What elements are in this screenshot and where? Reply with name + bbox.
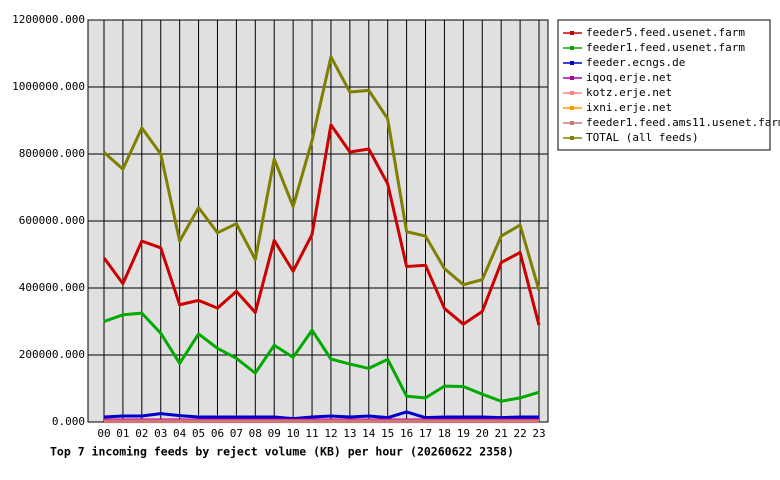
series-line — [103, 55, 541, 291]
legend-box — [557, 19, 771, 151]
legend-dot — [570, 46, 574, 50]
x-tick-label: 13 — [343, 427, 356, 440]
x-tick-label: 14 — [362, 427, 376, 440]
legend-dot — [570, 106, 574, 110]
legend-dot — [570, 31, 574, 35]
x-tick-label: 06 — [211, 427, 224, 440]
legend-label: feeder1.feed.usenet.farm — [586, 41, 745, 54]
x-tick-label: 12 — [324, 427, 337, 440]
x-tick-label: 03 — [154, 427, 167, 440]
x-tick-label: 23 — [532, 427, 545, 440]
x-tick-label: 17 — [419, 427, 432, 440]
chart-title: Top 7 incoming feeds by reject volume (K… — [50, 445, 514, 459]
legend-label: feeder.ecngs.de — [586, 56, 685, 69]
legend-label: ixni.erje.net — [586, 101, 672, 114]
x-tick-label: 20 — [476, 427, 489, 440]
x-tick-label: 18 — [438, 427, 451, 440]
legend-label: feeder1.feed.ams11.usenet.farm — [586, 116, 780, 129]
x-tick-label: 19 — [457, 427, 470, 440]
legend-dot — [570, 61, 574, 65]
x-tick-label: 21 — [495, 427, 508, 440]
series-line — [102, 123, 541, 326]
x-tick-label: 22 — [513, 427, 526, 440]
x-tick-label: 07 — [230, 427, 243, 440]
y-tick-label: 200000.000 — [19, 348, 85, 361]
x-tick-label: 01 — [116, 427, 129, 440]
legend-dot — [570, 76, 574, 80]
x-tick-label: 00 — [97, 427, 110, 440]
y-tick-label: 600000.000 — [19, 214, 85, 227]
legend-dot — [570, 136, 574, 140]
x-tick-label: 15 — [381, 427, 394, 440]
legend-label: TOTAL (all feeds) — [586, 131, 699, 144]
y-tick-label: 1200000.000 — [12, 13, 85, 26]
y-tick-label: 800000.000 — [19, 147, 85, 160]
x-tick-label: 04 — [173, 427, 187, 440]
legend-dot — [570, 91, 574, 95]
x-tick-label: 11 — [305, 427, 318, 440]
x-tick-label: 16 — [400, 427, 413, 440]
series-line — [103, 410, 539, 421]
legend-label: iqoq.erje.net — [586, 71, 672, 84]
x-tick-label: 02 — [135, 427, 148, 440]
series-line — [103, 311, 540, 403]
x-tick-label: 08 — [249, 427, 262, 440]
y-tick-label: 0.000 — [52, 415, 85, 428]
legend-label: kotz.erje.net — [586, 86, 672, 99]
x-tick-label: 05 — [192, 427, 205, 440]
y-tick-label: 400000.000 — [19, 281, 85, 294]
legend-label: feeder5.feed.usenet.farm — [586, 26, 745, 39]
x-tick-label: 10 — [287, 427, 300, 440]
y-tick-label: 1000000.000 — [12, 80, 85, 93]
x-tick-label: 09 — [268, 427, 281, 440]
legend-dot — [570, 121, 574, 125]
